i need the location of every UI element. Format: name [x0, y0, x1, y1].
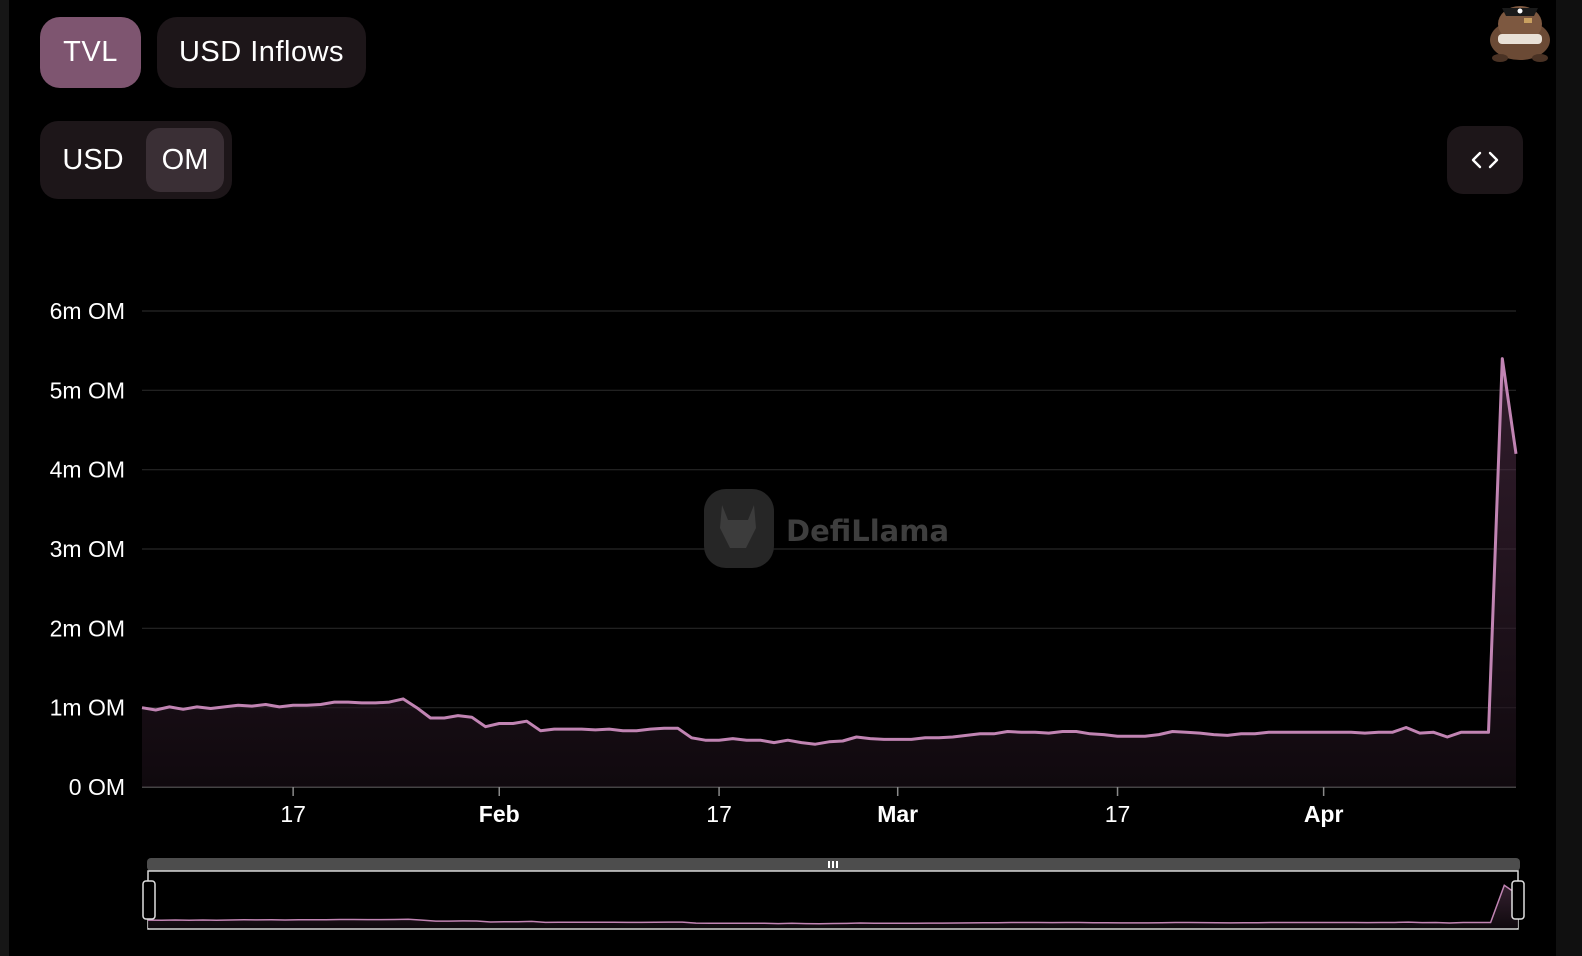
code-brackets-icon: [1471, 151, 1499, 169]
y-tick-label: 3m OM: [50, 536, 125, 562]
tvl-line: [141, 357, 1518, 746]
watermark-text: DefiLlama: [786, 514, 949, 548]
x-tick-label: 17: [280, 801, 306, 827]
defillama-watermark: DefiLlama: [704, 489, 949, 568]
y-tick-label: 5m OM: [50, 377, 125, 403]
tvl-area: [142, 358, 1516, 787]
x-tick-label: Apr: [1304, 801, 1344, 827]
x-axis: 17 Feb 17 Mar 17 Apr: [280, 787, 1343, 827]
x-tick-label: 17: [1105, 801, 1131, 827]
tab-tvl[interactable]: TVL: [40, 17, 141, 88]
tab-usd-inflows[interactable]: USD Inflows: [157, 17, 366, 88]
denomination-usd-option[interactable]: USD: [62, 143, 124, 176]
window-left-edge: [0, 0, 9, 956]
denomination-om-option[interactable]: OM: [146, 128, 224, 192]
navigator-right-handle[interactable]: [1511, 880, 1525, 920]
y-tick-label: 0 OM: [69, 774, 125, 800]
navigator-left-handle[interactable]: [142, 880, 156, 920]
y-tick-label: 2m OM: [50, 615, 125, 641]
pirate-llama-avatar-icon: [1490, 6, 1550, 62]
avatar[interactable]: [1484, 0, 1556, 64]
y-tick-label: 1m OM: [50, 695, 125, 721]
navigator-grip-icon[interactable]: [828, 861, 838, 868]
y-tick-label: 4m OM: [50, 457, 125, 483]
x-tick-label: Feb: [479, 801, 520, 827]
window-right-edge: [1556, 0, 1582, 956]
x-tick-label: 17: [706, 801, 732, 827]
navigator-line: [147, 884, 1519, 925]
embed-code-button[interactable]: [1447, 126, 1523, 194]
denomination-toggle: USD OM: [40, 121, 232, 199]
navigator-area: [148, 885, 1518, 928]
y-tick-label: 6m OM: [50, 298, 125, 324]
y-axis: 0 OM 1m OM 2m OM 3m OM 4m OM 5m OM 6m OM: [50, 298, 125, 800]
x-tick-label: Mar: [877, 801, 918, 827]
range-navigator[interactable]: [142, 858, 1525, 930]
